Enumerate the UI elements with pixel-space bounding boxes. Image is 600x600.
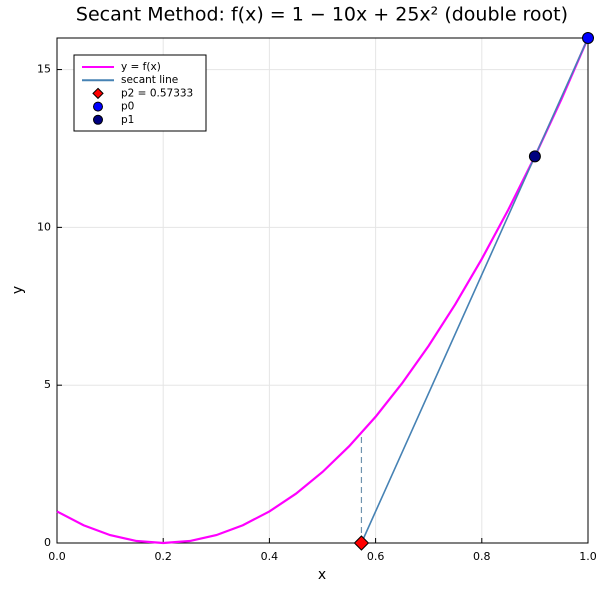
legend-swatch [92,87,104,100]
y-axis-label: y [10,286,26,294]
point [353,535,370,551]
x-tick-label: 0.6 [367,550,385,563]
x-tick-label: 0.2 [154,550,172,563]
legend-swatch [93,101,103,112]
x-tick-label: 0.4 [261,550,279,563]
series-line [360,37,589,544]
y-tick-label: 0 [44,536,51,549]
legend-label: p0 [121,101,134,113]
point [528,150,541,163]
y-tick-label: 15 [37,63,51,76]
x-tick-label: 0.0 [48,550,66,563]
legend-label: secant line [121,74,178,86]
y-tick-label: 10 [37,220,51,233]
plot-frame [56,37,589,544]
series-line [56,37,590,545]
y-tick-label: 5 [44,378,51,391]
x-tick-label: 1.0 [579,550,597,563]
legend-swatch [93,114,103,125]
x-axis-label: x [318,567,326,583]
x-tick-label: 0.8 [473,550,491,563]
chart-title: Secant Method: f(x) = 1 − 10x + 25x² (do… [76,4,568,26]
point [582,32,594,44]
legend-label: y = f(x) [121,61,161,73]
legend-label: p1 [121,114,134,126]
legend-label: p2 = 0.57333 [121,87,193,99]
